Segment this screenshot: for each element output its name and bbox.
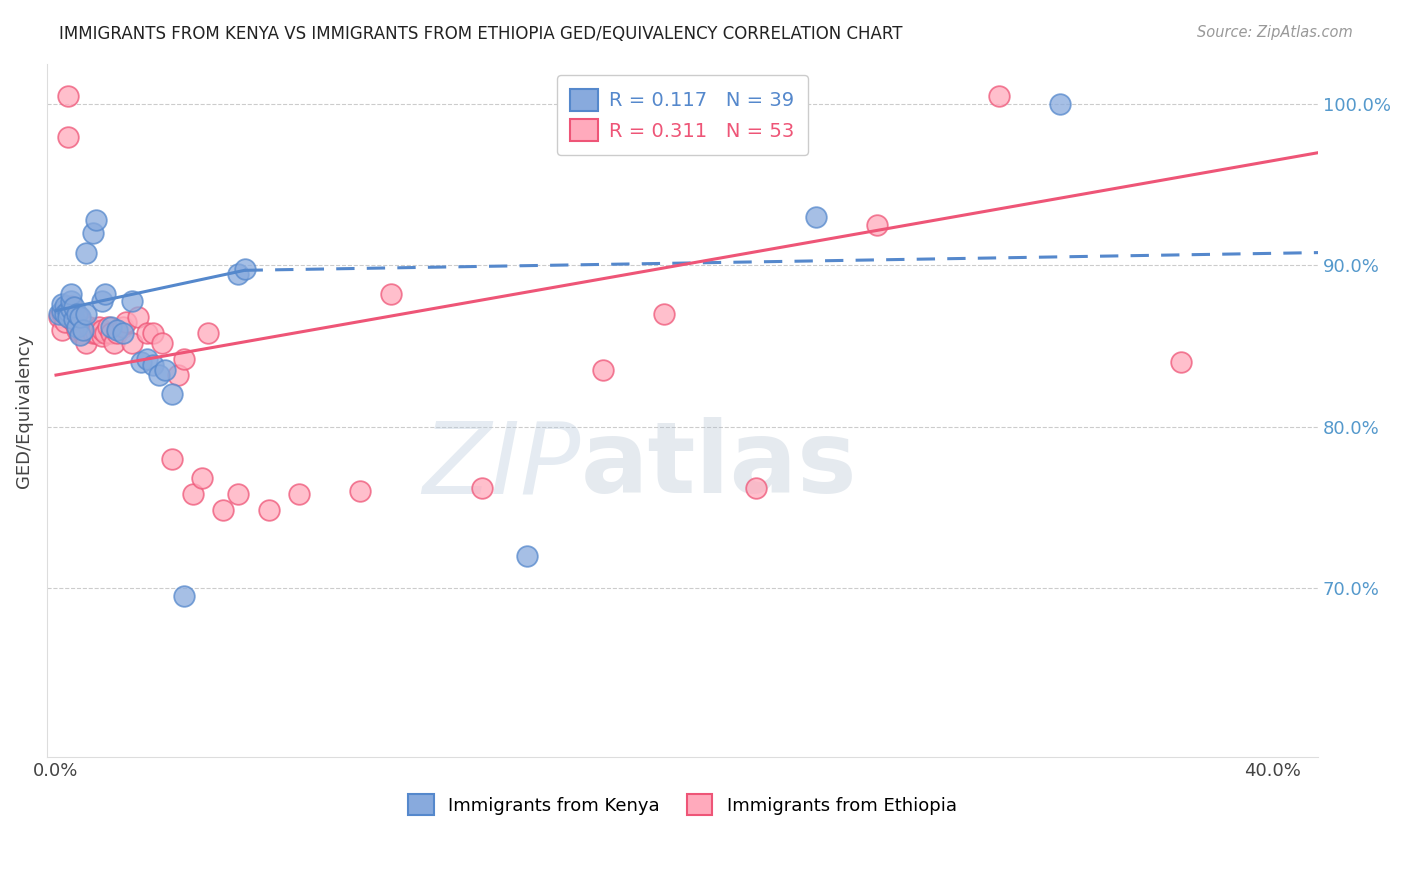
Point: [51, 323, 73, 337]
Point: [100, 326, 122, 340]
Point: [142, 359, 165, 373]
Point: [191, 471, 214, 485]
Point: [744, 481, 766, 495]
Point: [75, 245, 97, 260]
Point: [51, 303, 73, 318]
Y-axis label: GED/Equivalency: GED/Equivalency: [15, 334, 32, 488]
Point: [51, 297, 73, 311]
Point: [53, 299, 76, 313]
Point: [181, 487, 204, 501]
Point: [288, 487, 311, 501]
Point: [72, 323, 94, 337]
Point: [1049, 97, 1071, 112]
Point: [63, 311, 86, 326]
Point: [60, 311, 83, 326]
Point: [160, 387, 183, 401]
Point: [166, 368, 188, 382]
Text: atlas: atlas: [581, 417, 858, 515]
Text: Source: ZipAtlas.com: Source: ZipAtlas.com: [1197, 25, 1353, 40]
Text: IMMIGRANTS FROM KENYA VS IMMIGRANTS FROM ETHIOPIA GED/EQUIVALENCY CORRELATION CH: IMMIGRANTS FROM KENYA VS IMMIGRANTS FROM…: [59, 25, 903, 43]
Point: [82, 326, 104, 340]
Point: [87, 319, 110, 334]
Point: [90, 323, 112, 337]
Point: [69, 310, 91, 324]
Point: [516, 549, 538, 563]
Point: [63, 301, 86, 315]
Point: [56, 310, 79, 324]
Point: [257, 503, 280, 517]
Point: [69, 326, 91, 340]
Point: [987, 89, 1010, 103]
Point: [48, 307, 70, 321]
Point: [90, 329, 112, 343]
Point: [127, 310, 149, 324]
Point: [152, 335, 174, 350]
Point: [105, 323, 128, 337]
Point: [173, 351, 195, 366]
Point: [160, 451, 183, 466]
Point: [79, 319, 101, 334]
Point: [652, 307, 675, 321]
Point: [97, 319, 120, 334]
Point: [90, 293, 112, 308]
Point: [60, 301, 83, 316]
Point: [93, 326, 115, 340]
Point: [142, 326, 165, 340]
Point: [233, 261, 256, 276]
Point: [121, 293, 143, 308]
Point: [592, 363, 614, 377]
Point: [228, 267, 250, 281]
Point: [136, 326, 159, 340]
Point: [111, 319, 134, 334]
Point: [1170, 355, 1192, 369]
Point: [84, 213, 107, 227]
Point: [53, 307, 76, 321]
Point: [53, 315, 76, 329]
Point: [75, 335, 97, 350]
Point: [103, 335, 125, 350]
Point: [93, 287, 115, 301]
Point: [84, 326, 107, 340]
Point: [56, 89, 79, 103]
Point: [48, 310, 70, 324]
Point: [136, 351, 159, 366]
Point: [115, 315, 138, 329]
Point: [349, 484, 371, 499]
Point: [105, 326, 128, 340]
Point: [111, 326, 134, 340]
Point: [63, 315, 86, 329]
Point: [60, 299, 83, 313]
Point: [173, 589, 195, 603]
Point: [60, 287, 83, 301]
Point: [155, 363, 177, 377]
Point: [806, 210, 828, 224]
Point: [66, 323, 89, 337]
Legend: Immigrants from Kenya, Immigrants from Ethiopia: Immigrants from Kenya, Immigrants from E…: [399, 785, 966, 824]
Point: [100, 319, 122, 334]
Point: [69, 313, 91, 327]
Point: [51, 307, 73, 321]
Point: [866, 218, 889, 232]
Point: [197, 326, 219, 340]
Point: [66, 310, 89, 324]
Point: [121, 335, 143, 350]
Point: [148, 368, 170, 382]
Point: [66, 319, 89, 334]
Text: ZIP: ZIP: [423, 417, 581, 515]
Point: [471, 481, 494, 495]
Point: [60, 293, 83, 308]
Point: [380, 287, 402, 301]
Point: [82, 226, 104, 240]
Point: [56, 129, 79, 144]
Point: [69, 327, 91, 342]
Point: [53, 307, 76, 321]
Point: [228, 487, 250, 501]
Point: [72, 326, 94, 340]
Point: [129, 355, 152, 369]
Point: [75, 307, 97, 321]
Point: [212, 503, 235, 517]
Point: [56, 303, 79, 318]
Point: [66, 307, 89, 321]
